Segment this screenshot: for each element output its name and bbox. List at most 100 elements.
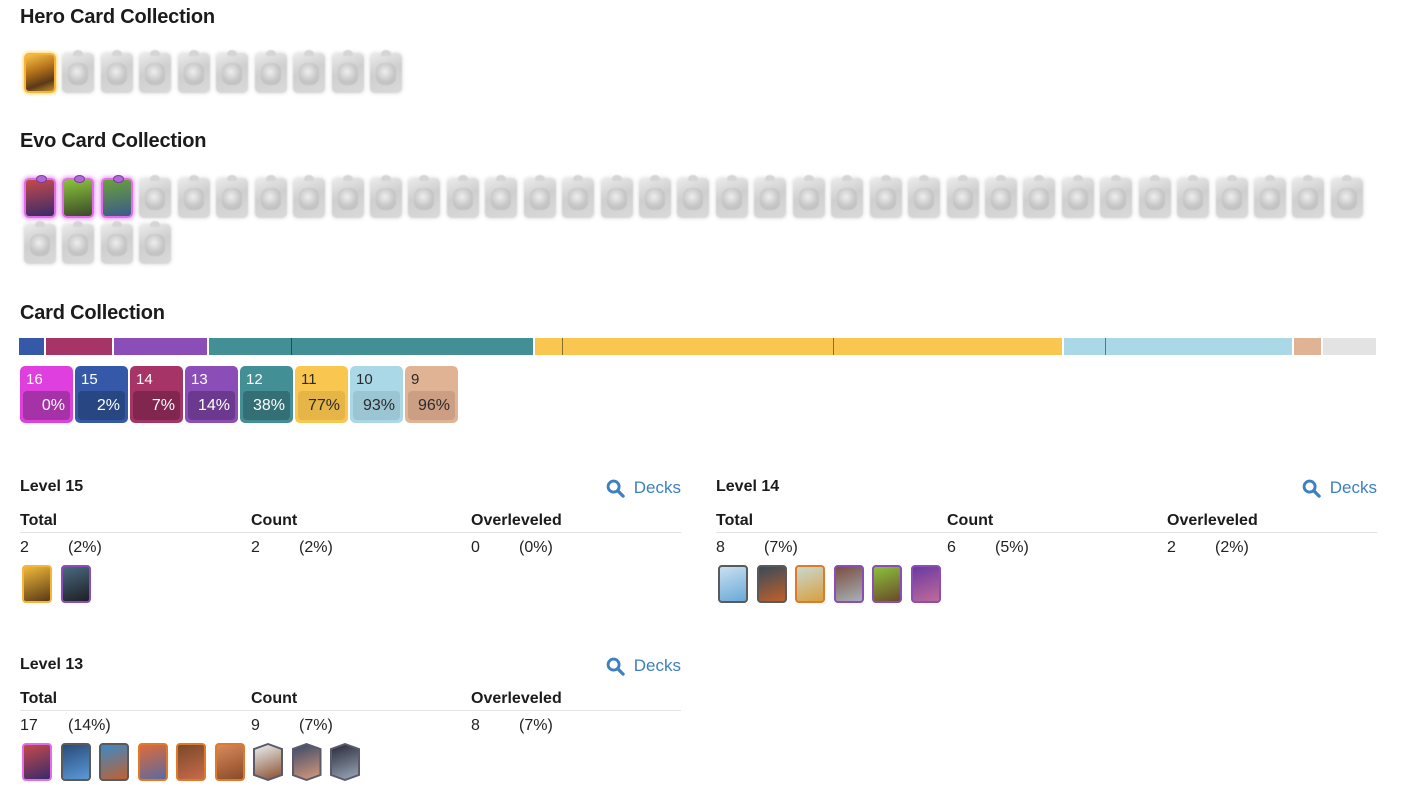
evo-card-locked-22[interactable] [831,175,864,218]
magic-archer-card[interactable] [291,743,322,781]
evo-card-locked-16[interactable] [600,175,633,218]
evo-card-locked-9[interactable] [331,175,364,218]
chip-level: 13 [191,371,208,388]
evo-card-locked-8[interactable] [293,175,326,218]
evo-card-locked-10[interactable] [369,175,402,218]
evo-card-locked-27[interactable] [1023,175,1056,218]
chip-level: 15 [81,371,98,388]
count-value: 9 [251,717,260,734]
bar-divider [291,338,292,355]
dark-prince-card[interactable] [60,565,91,603]
hero-card-locked-4[interactable] [177,50,210,93]
hero-card-locked-7[interactable] [293,50,326,93]
hog-rider-card[interactable] [176,743,206,781]
evo-card-locked-21[interactable] [792,175,825,218]
bar-segment-level-15 [19,338,44,355]
count-value: 2 [251,539,260,556]
arrows-card[interactable] [718,565,748,603]
chip-percent: 14% [188,391,235,420]
evo-card-locked-11[interactable] [408,175,441,218]
decks-link[interactable]: Decks [606,478,681,498]
search-icon [606,657,625,676]
level-title: Level 14 [716,478,780,495]
evo-card-archer-queen[interactable] [24,175,56,218]
firecracker-card[interactable] [795,565,825,603]
overleveled-value: 2 [1167,539,1176,556]
evo-card-locked-39[interactable] [139,221,172,264]
evo-card-locked-4[interactable] [139,175,172,218]
level-chip-9[interactable]: 9 96% [405,366,458,423]
total-value: 17 [20,717,38,734]
hero-card-locked-2[interactable] [100,50,133,93]
hero-card-locked-8[interactable] [331,50,364,93]
evo-card-locked-32[interactable] [1215,175,1248,218]
battle-ram-card[interactable] [253,743,283,781]
evo-card-locked-19[interactable] [715,175,748,218]
evo-card-locked-26[interactable] [984,175,1017,218]
goblin-gang-card[interactable] [872,565,902,603]
level-card-icons [718,565,949,603]
total-percent: (7%) [764,539,798,556]
hero-card-golden-knight[interactable] [24,53,56,93]
decks-label: Decks [633,478,681,497]
evo-card-locked-35[interactable] [1330,175,1363,218]
level-chip-14[interactable]: 14 7% [130,366,183,423]
level-title: Level 13 [20,656,84,673]
bar-segment-level-0 [1323,338,1376,355]
hero-card-locked-9[interactable] [369,50,402,93]
evo-card-goblin-barrel[interactable] [100,175,133,218]
evo-card-locked-37[interactable] [62,221,95,264]
evo-card-goblin-giant[interactable] [62,175,95,218]
giant-card[interactable] [214,743,245,781]
evo-card-locked-13[interactable] [485,175,518,218]
evo-card-locked-38[interactable] [100,221,133,264]
level-chip-10[interactable]: 10 93% [350,366,403,423]
evo-card-locked-17[interactable] [639,175,671,218]
level-chip-13[interactable]: 13 14% [185,366,238,423]
mega-knight-card[interactable] [330,743,360,781]
evo-card-locked-7[interactable] [254,175,287,218]
level-chip-16[interactable]: 16 0% [20,366,73,423]
evo-card-locked-28[interactable] [1061,175,1094,218]
evo-card-locked-33[interactable] [1254,175,1286,218]
evo-card-locked-20[interactable] [754,175,787,218]
bar-divider [833,338,834,355]
level-chip-11[interactable]: 11 77% [295,366,348,423]
barbarian-card[interactable] [756,565,787,603]
witch-card[interactable] [910,565,941,603]
evo-card-locked-24[interactable] [908,175,941,218]
decks-link[interactable]: Decks [606,656,681,676]
archer-queen-evo-card[interactable] [22,743,52,781]
evo-card-locked-15[interactable] [562,175,595,218]
electro-wizard-card[interactable] [99,743,129,781]
evo-card-locked-5[interactable] [177,175,210,218]
valkyrie-card[interactable] [137,743,168,781]
bomber-tower-card[interactable] [833,565,864,603]
hero-card-locked-1[interactable] [62,50,95,93]
hero-card-row [24,50,408,93]
evo-card-locked-34[interactable] [1292,175,1325,218]
evo-card-locked-18[interactable] [677,175,710,218]
evo-card-locked-30[interactable] [1138,175,1171,218]
count-percent: (5%) [995,539,1029,556]
evo-card-locked-36[interactable] [24,221,56,264]
hero-card-locked-6[interactable] [254,50,287,93]
evo-card-locked-31[interactable] [1177,175,1210,218]
evo-card-locked-12[interactable] [446,175,479,218]
golden-knight-card[interactable] [22,565,52,603]
evo-card-locked-29[interactable] [1100,175,1133,218]
level-chip-12[interactable]: 12 38% [240,366,293,423]
hero-card-locked-3[interactable] [139,50,172,93]
hero-card-locked-5[interactable] [216,50,249,93]
card-collection-title: Card Collection [20,302,165,324]
electro-spirit-card[interactable] [60,743,91,781]
level-chip-15[interactable]: 15 2% [75,366,128,423]
chip-level: 14 [136,371,153,388]
decks-link[interactable]: Decks [1302,478,1377,498]
chip-level: 11 [301,371,317,388]
card-art [293,745,320,779]
evo-card-locked-23[interactable] [869,175,902,218]
evo-card-locked-6[interactable] [216,175,249,218]
evo-card-locked-25[interactable] [946,175,979,218]
evo-card-locked-14[interactable] [523,175,556,218]
